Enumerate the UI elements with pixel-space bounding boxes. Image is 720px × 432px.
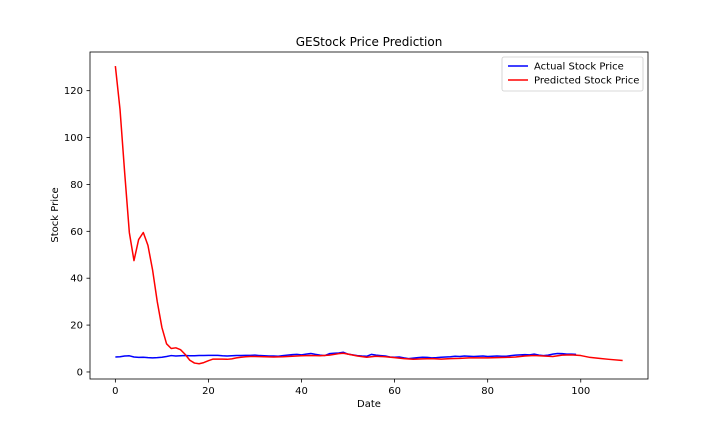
y-axis-label: Stock Price [50,187,61,242]
predicted-price-line [114,65,623,365]
legend-predicted-label: Predicted Stock Price [534,76,639,87]
legend-actual-label: Actual Stock Price [534,62,624,73]
x-tick-label: 0 [112,386,118,397]
y-tick-label: 100 [64,133,83,144]
y-tick-label: 20 [70,321,83,332]
x-tick-label: 40 [295,386,308,397]
y-tick-label: 80 [70,180,83,191]
y-tick-label: 120 [64,86,83,97]
x-tick-label: 80 [481,386,494,397]
series-layer [114,65,623,365]
y-tick-label: 40 [70,274,83,285]
legend: Actual Stock Price Predicted Stock Price [501,56,644,92]
x-axis-ticks: 0 20 40 60 80 100 [112,379,590,397]
x-axis-label: Date [357,399,381,410]
x-tick-label: 20 [202,386,215,397]
y-axis-ticks: 0 20 40 60 80 100 120 [64,86,90,378]
plot-area [89,51,649,380]
legend-box [501,56,644,92]
x-tick-label: 100 [571,386,590,397]
y-tick-label: 0 [77,367,83,378]
y-tick-label: 60 [70,227,83,238]
chart-title: GEStock Price Prediction [296,35,443,49]
x-tick-label: 60 [388,386,401,397]
plot-frame [89,51,649,380]
